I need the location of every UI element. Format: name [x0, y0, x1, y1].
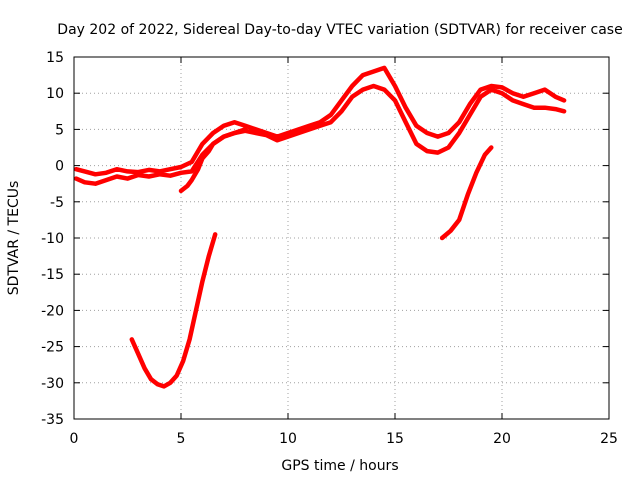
y-tick-label: -10	[41, 231, 64, 247]
chart-title: Day 202 of 2022, Sidereal Day-to-day VTE…	[57, 22, 622, 38]
y-tick-label: -25	[41, 340, 64, 356]
y-tick-label: -5	[50, 195, 64, 211]
x-tick-label: 20	[493, 431, 511, 447]
plot-frame	[73, 56, 610, 420]
series-group	[73, 65, 567, 389]
series-line-trace-b	[178, 127, 248, 194]
series-line-trace-a-lower	[73, 83, 567, 186]
y-tick-label: -35	[41, 412, 64, 428]
grid	[74, 57, 609, 419]
x-tick-label: 10	[279, 431, 297, 447]
y-tick-label: 5	[55, 122, 64, 138]
y-tick-label: -20	[41, 303, 64, 319]
x-tick-labels: 0 5 10 15 20 25	[70, 431, 618, 447]
x-axis-label: GPS time / hours	[281, 458, 398, 474]
y-tick-label: 0	[55, 159, 64, 175]
x-tick-label: 5	[177, 431, 186, 447]
x-tick-label: 25	[600, 431, 618, 447]
series-line-trace-a-upper	[73, 65, 567, 177]
series-line-trace-c-dip	[129, 232, 218, 389]
x-tick-label: 0	[70, 431, 79, 447]
y-tick-labels: -35 -30 -25 -20 -15 -10 -5 0 5 10 15	[41, 50, 64, 428]
x-tick-label: 15	[386, 431, 404, 447]
y-tick-label: -30	[41, 376, 64, 392]
y-tick-label: -15	[41, 267, 64, 283]
y-axis-label: SDTVAR / TECUs	[6, 181, 22, 296]
series-line-trace-d-rise	[439, 145, 494, 241]
y-tick-label: 15	[46, 50, 64, 66]
y-tick-label: 10	[46, 86, 64, 102]
